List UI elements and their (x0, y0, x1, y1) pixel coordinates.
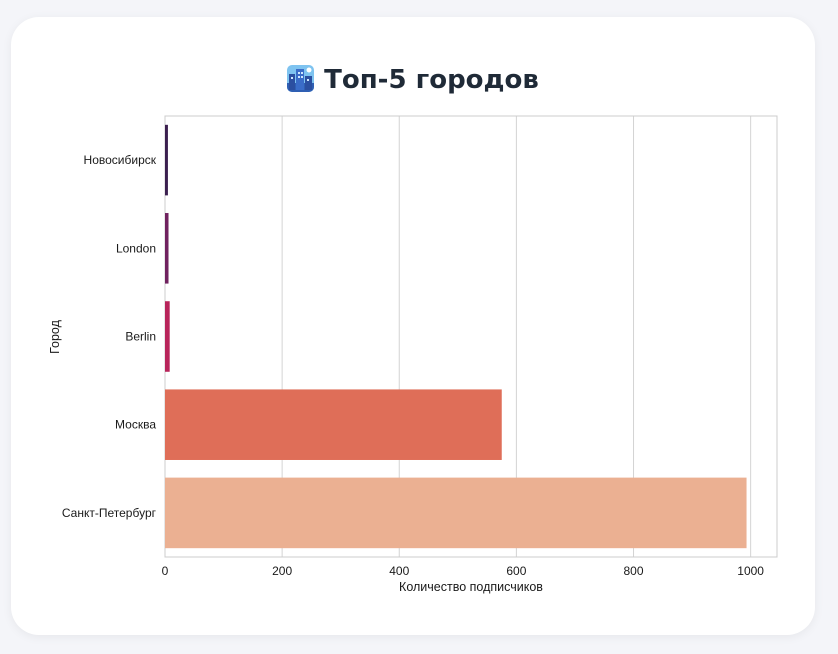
x-tick-label: 400 (389, 564, 409, 578)
y-tick-label: London (116, 241, 156, 255)
x-tick-label: 600 (506, 564, 526, 578)
y-tick-labels: Новосибирск London Berlin Москва Санкт-Петер… (62, 153, 157, 520)
x-tick-labels: 0 200 400 600 800 1000 (162, 564, 765, 578)
x-axis-label: Количество подписчиков (399, 580, 543, 594)
bars (165, 124, 747, 549)
bar (165, 389, 502, 460)
bar (165, 124, 168, 196)
bar (165, 213, 169, 284)
cityscape-icon (287, 65, 315, 92)
y-tick-label: Санкт-Петербург (62, 506, 157, 520)
x-tick-label: 1000 (737, 564, 764, 578)
x-tick-label: 800 (624, 564, 644, 578)
bar (165, 301, 170, 372)
y-tick-label: Новосибирск (84, 153, 157, 167)
x-tick-label: 0 (162, 564, 169, 578)
y-tick-label: Москва (115, 418, 156, 432)
x-tick-label: 200 (272, 564, 292, 578)
page-title-text: Топ-5 городов (324, 65, 539, 95)
bar (165, 477, 747, 549)
y-tick-label: Berlin (125, 330, 156, 344)
page-title: Топ-5 городов (11, 65, 815, 95)
y-axis-label: Город (48, 319, 62, 354)
